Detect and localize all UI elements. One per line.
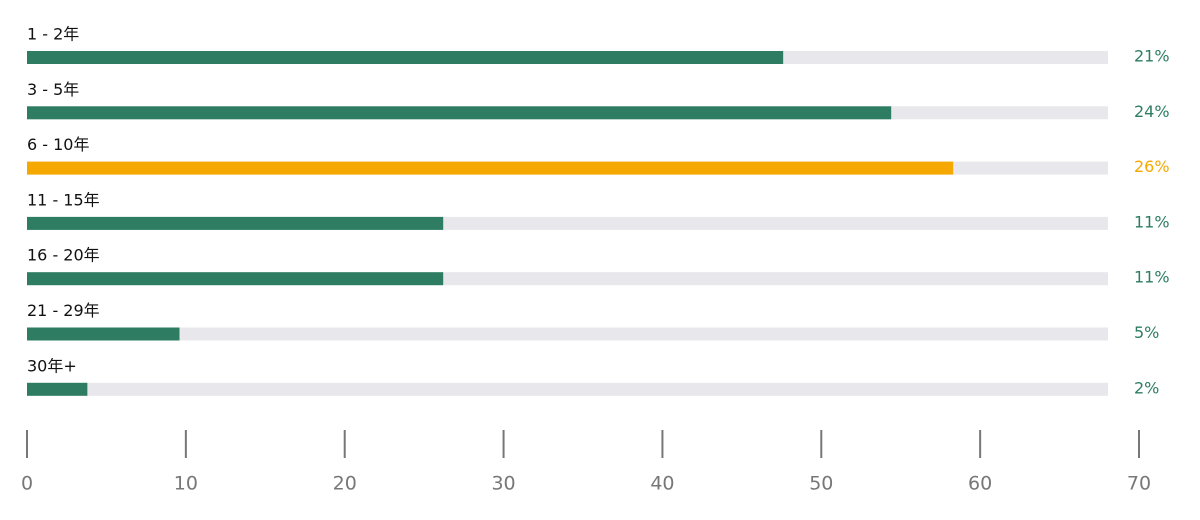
category-label: 6 - 10年 — [27, 135, 90, 154]
percent-label: 11% — [1134, 212, 1170, 231]
category-label: 21 - 29年 — [27, 301, 100, 320]
percent-label: 21% — [1134, 47, 1170, 66]
bar — [27, 216, 444, 230]
category-label: 16 - 20年 — [27, 246, 100, 265]
x-tick-label: 40 — [650, 473, 674, 495]
x-tick-label: 30 — [491, 473, 515, 495]
x-tick-label: 50 — [809, 473, 833, 495]
percent-label: 24% — [1134, 102, 1170, 121]
bar — [27, 106, 892, 120]
bar — [27, 327, 180, 341]
percent-label: 5% — [1134, 323, 1159, 342]
x-tick-label: 0 — [21, 473, 33, 495]
bar — [27, 51, 784, 64]
bar — [27, 272, 444, 286]
x-tick-label: 20 — [333, 473, 357, 495]
bar-track — [27, 327, 1108, 341]
bar — [27, 382, 88, 396]
percent-label: 26% — [1134, 157, 1170, 176]
x-tick-label: 60 — [968, 473, 992, 495]
bar-track — [27, 382, 1108, 396]
bar — [27, 161, 954, 175]
category-label: 30年+ — [27, 356, 77, 375]
percent-label: 2% — [1134, 378, 1159, 397]
category-label: 11 - 15年 — [27, 190, 100, 209]
x-tick-label: 10 — [174, 473, 198, 495]
category-label: 3 - 5年 — [27, 80, 79, 99]
category-label: 1 - 2年 — [27, 25, 79, 44]
percent-label: 11% — [1134, 268, 1170, 287]
x-tick-label: 70 — [1127, 473, 1151, 495]
